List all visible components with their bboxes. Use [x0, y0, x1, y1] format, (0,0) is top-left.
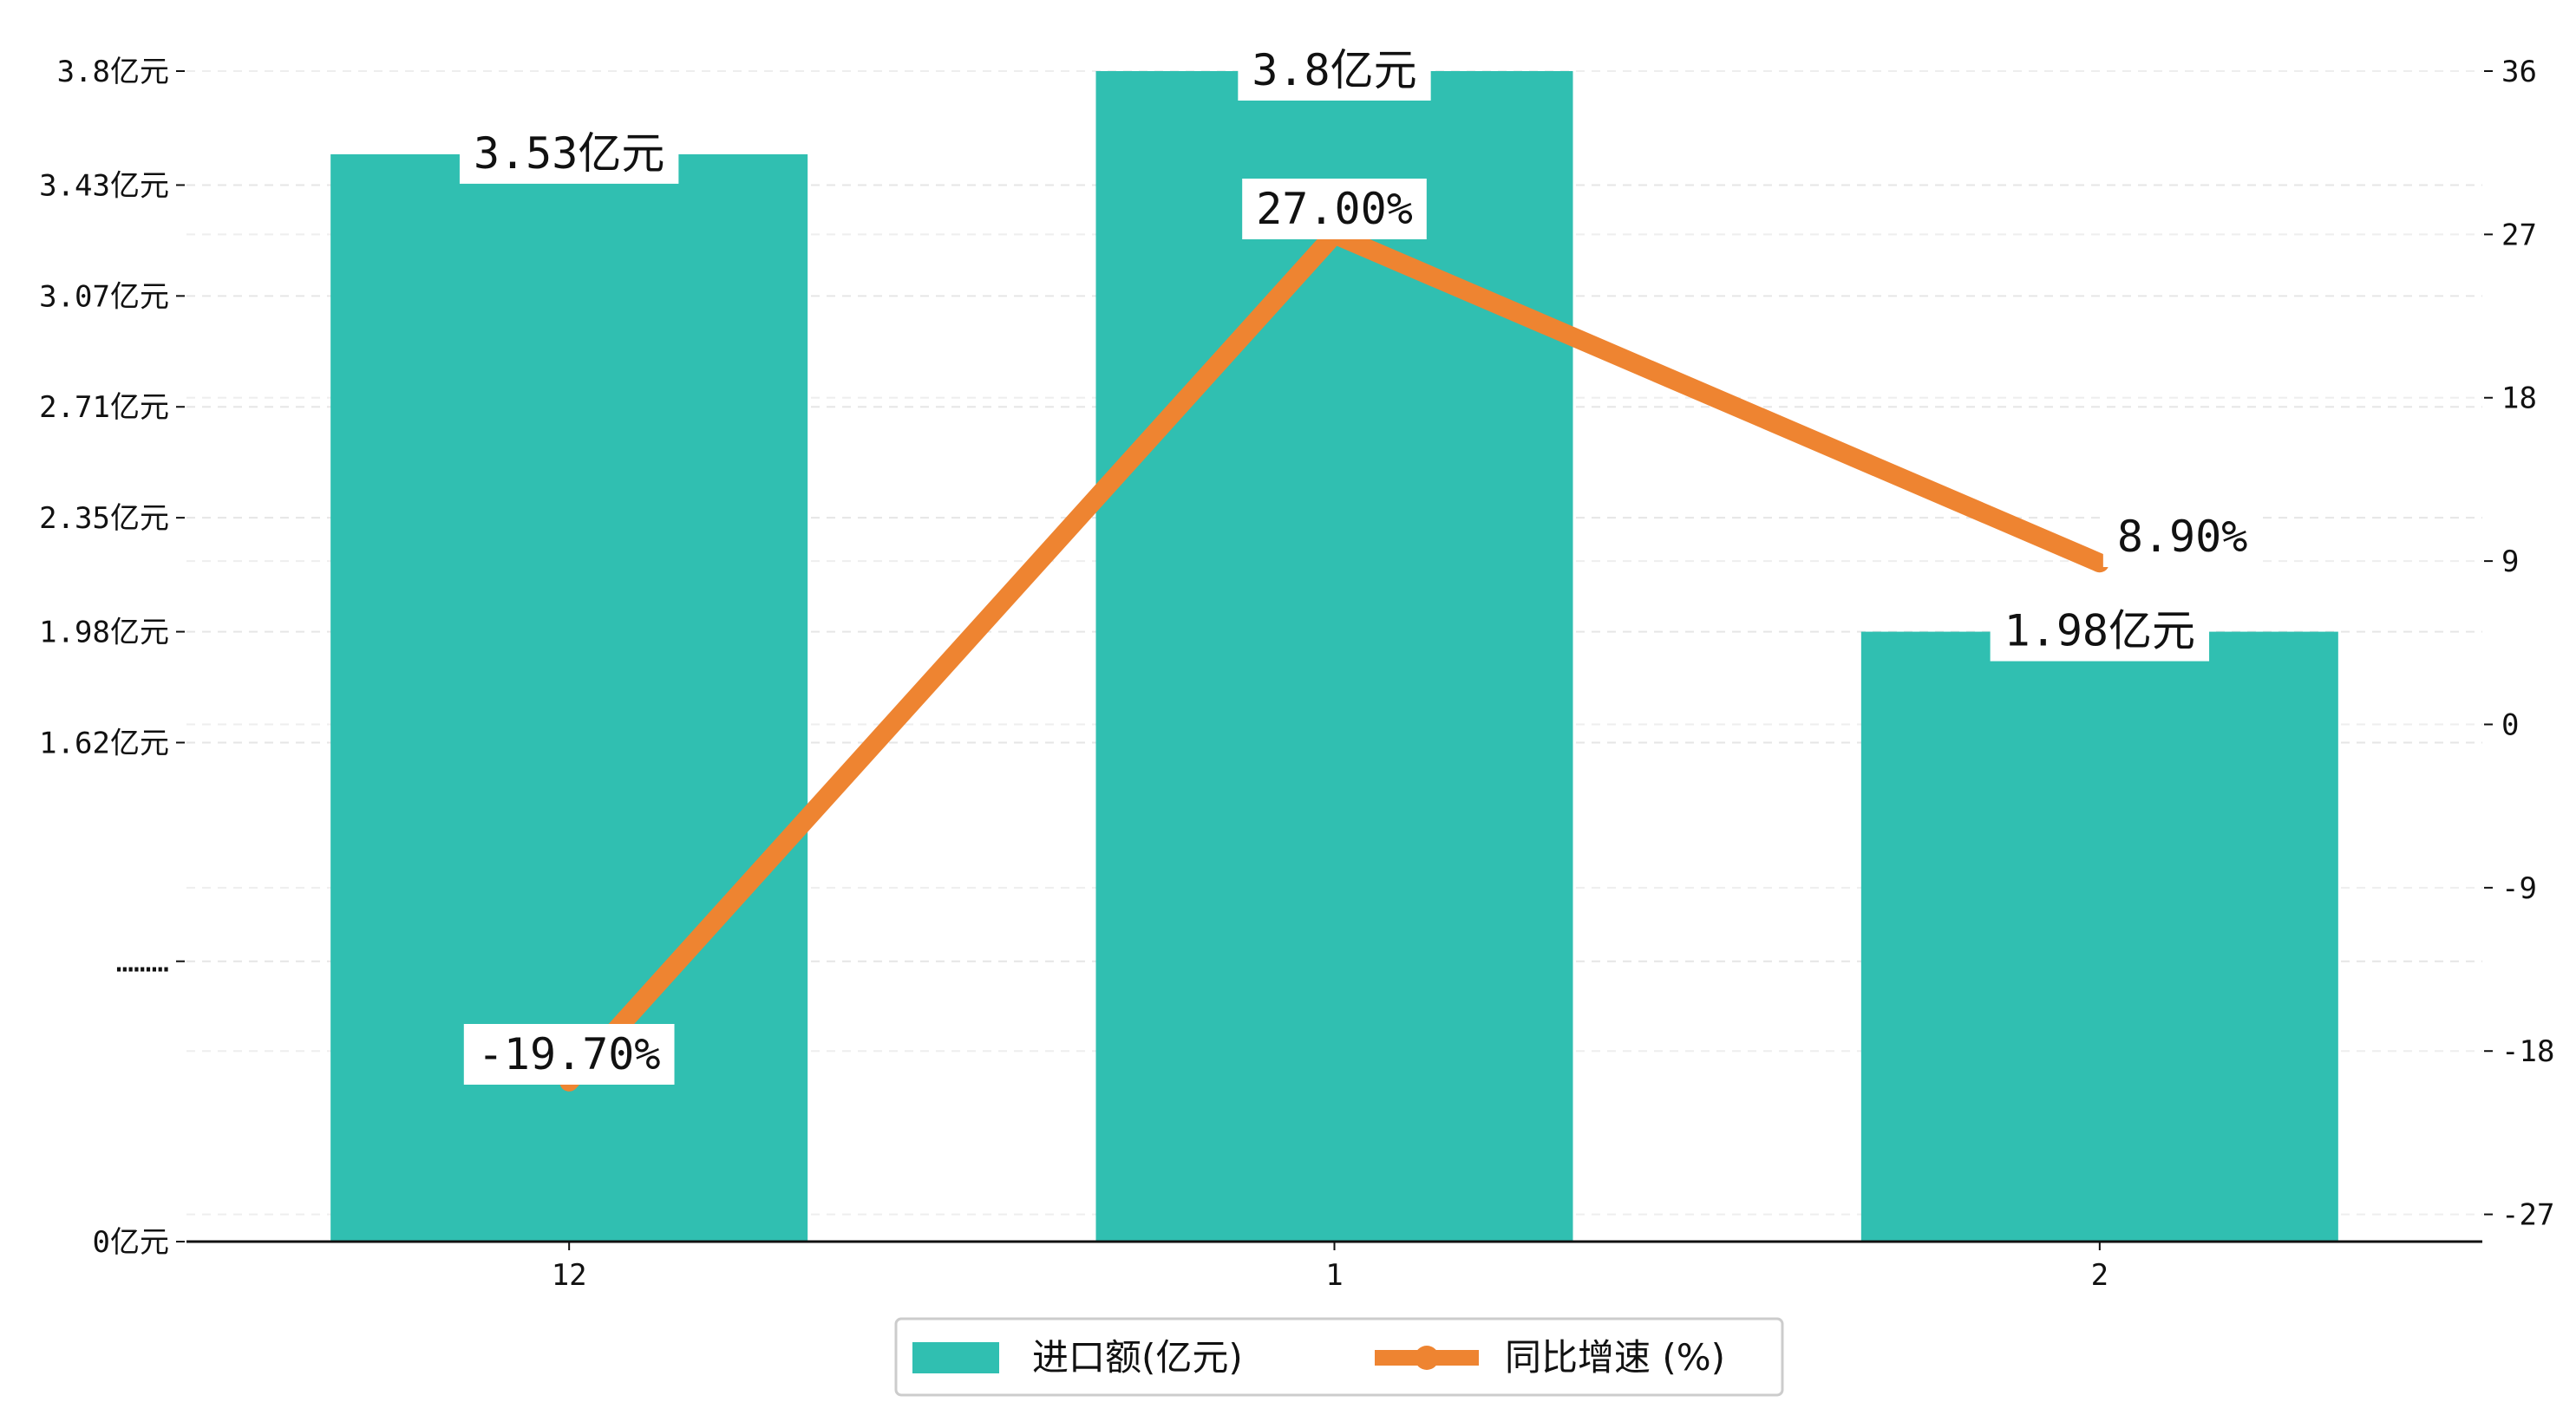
- right-tick-label-3: 0: [2501, 708, 2519, 742]
- bar-label-1-text: 3.8亿元: [1252, 45, 1416, 95]
- line-label-1: 27.00%: [1242, 179, 1427, 239]
- legend-line-marker: [1415, 1346, 1439, 1370]
- legend: 进口额(亿元) 同比增速 (%): [894, 1317, 1784, 1397]
- bar-2: [1860, 631, 2338, 1242]
- line-label-12-text: -19.70%: [478, 1029, 661, 1079]
- left-tick-label-3: 1.98亿元: [39, 616, 169, 650]
- right-tick-label-6: 27: [2501, 218, 2537, 252]
- left-tick-label-2: 1.62亿元: [39, 726, 169, 760]
- bar-label-2-text: 1.98亿元: [2004, 606, 2195, 656]
- bar-label-1-bg: [1238, 40, 1431, 101]
- line-label-12: -19.70%: [463, 1024, 675, 1085]
- x-tick-label-12: 12: [552, 1258, 587, 1293]
- x-tick-label-1: 1: [1325, 1258, 1343, 1293]
- right-tick-label-5: 18: [2501, 381, 2537, 416]
- bar-series: [330, 71, 2338, 1242]
- bar-label-12-bg: [459, 122, 679, 184]
- legend-line-label: 同比增速 (%): [1505, 1336, 1725, 1379]
- legend-bar-label: 进口额(亿元): [1032, 1336, 1243, 1379]
- growth-point-2: [2094, 558, 2105, 569]
- legend-box: [894, 1317, 1784, 1397]
- line-label-2-text: 8.90%: [2117, 512, 2248, 562]
- left-tick-label-8: 3.8亿元: [57, 55, 169, 89]
- right-tick-label-0: -27: [2501, 1198, 2554, 1233]
- left-tick-label-0: 0亿元: [93, 1225, 169, 1260]
- line-label-2: 8.90%: [2102, 506, 2262, 567]
- bar-label-2: 1.98亿元: [1990, 600, 2210, 662]
- legend-bar-swatch: [912, 1342, 999, 1373]
- line-label-1-bg: [1242, 179, 1427, 239]
- left-tick-label-7: 3.43亿元: [39, 168, 169, 203]
- x-tick-label-2: 2: [2091, 1258, 2109, 1293]
- left-tick-label-5: 2.71亿元: [39, 390, 169, 425]
- left-tick-label-6: 3.07亿元: [39, 279, 169, 314]
- bar-1: [1095, 71, 1573, 1242]
- left-tick-label-1: ………: [116, 945, 169, 980]
- right-tick-label-7: 36: [2501, 55, 2537, 89]
- bar-label-1: 3.8亿元: [1238, 40, 1431, 101]
- line-label-1-text: 27.00%: [1256, 184, 1413, 234]
- bar-label-2-bg: [1990, 600, 2210, 662]
- axes: 12 1 20亿元………1.62亿元1.98亿元2.35亿元2.71亿元3.07亿元…: [39, 55, 2554, 1293]
- line-label-12-bg: [463, 1024, 675, 1085]
- line-label-2-bg: [2102, 506, 2262, 567]
- right-tick-label-4: 9: [2501, 544, 2519, 579]
- left-tick-label-4: 2.35亿元: [39, 501, 169, 536]
- data-labels: 3.53亿元 3.8亿元 1.98亿元 -19.70% 27.00% 8.90%: [459, 40, 2262, 1085]
- bar-label-12: 3.53亿元: [459, 122, 679, 184]
- bar-label-12-text: 3.53亿元: [474, 128, 664, 179]
- right-tick-label-2: -9: [2501, 871, 2537, 906]
- right-tick-label-1: -18: [2501, 1034, 2554, 1069]
